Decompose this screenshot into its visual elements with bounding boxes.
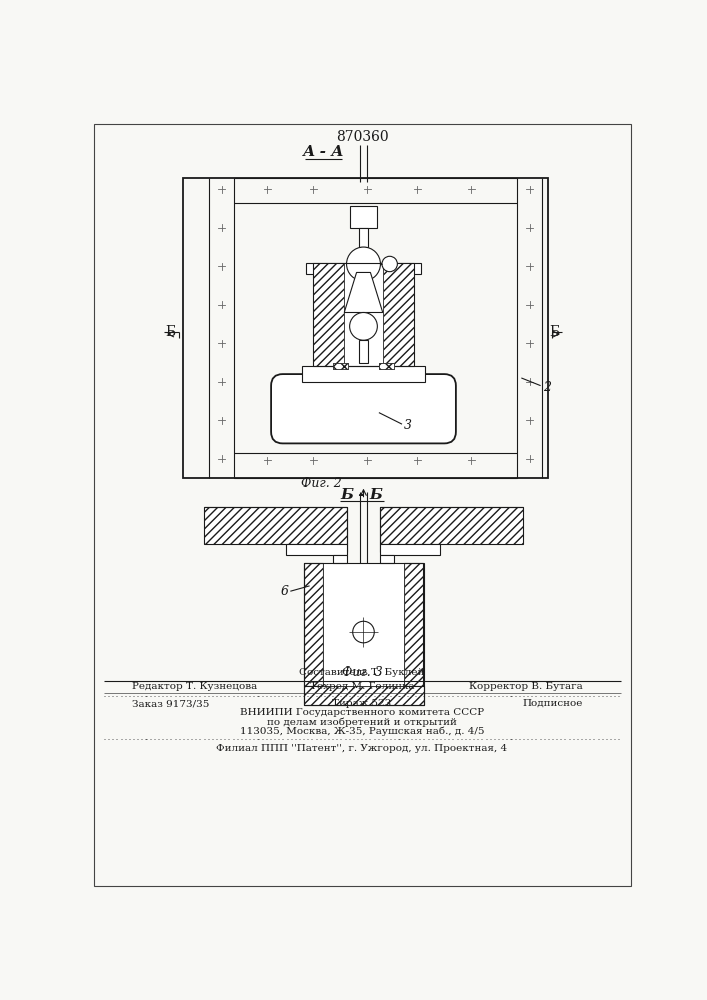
Text: 3: 3 — [404, 419, 411, 432]
Text: 2: 2 — [543, 381, 551, 394]
Text: Филиал ППП ''Патент'', г. Ужгород, ул. Проектная, 4: Филиал ППП ''Патент'', г. Ужгород, ул. П… — [216, 744, 508, 753]
Bar — [359, 340, 368, 363]
Bar — [313, 263, 414, 366]
Text: Техред М. Голинка: Техред М. Голинка — [310, 682, 414, 691]
Text: по делам изобретений и открытий: по делам изобретений и открытий — [267, 717, 457, 727]
Text: Составитель Т. Буклей: Составитель Т. Буклей — [299, 668, 425, 677]
Bar — [379, 363, 395, 369]
Text: 113035, Москва, Ж-35, Раушская наб., д. 4/5: 113035, Москва, Ж-35, Раушская наб., д. … — [240, 727, 484, 736]
Circle shape — [350, 312, 378, 340]
Circle shape — [346, 247, 380, 281]
Text: Фиг. 3: Фиг. 3 — [341, 666, 382, 679]
Text: Б: Б — [165, 325, 175, 339]
Bar — [305, 263, 421, 274]
Text: 6: 6 — [281, 585, 288, 598]
Bar — [359, 228, 368, 247]
Text: ВНИИПИ Государственного комитета СССР: ВНИИПИ Государственного комитета СССР — [240, 708, 484, 717]
Text: Б - Б: Б - Б — [341, 488, 383, 502]
Bar — [286, 544, 347, 555]
Bar — [380, 555, 395, 563]
Text: Подписное: Подписное — [522, 699, 583, 708]
FancyBboxPatch shape — [271, 374, 456, 443]
Bar — [379, 363, 395, 369]
Text: Заказ 9173/35: Заказ 9173/35 — [132, 699, 210, 708]
Bar — [204, 507, 347, 544]
Bar — [182, 178, 549, 478]
Circle shape — [382, 256, 397, 272]
Bar — [302, 366, 425, 382]
Bar — [344, 263, 382, 366]
Bar — [351, 206, 377, 228]
Bar — [304, 563, 423, 705]
Text: 870360: 870360 — [336, 130, 388, 144]
Bar — [304, 686, 423, 705]
Bar — [382, 263, 414, 366]
Bar — [324, 563, 404, 686]
Circle shape — [353, 621, 374, 643]
Bar — [304, 563, 324, 686]
Polygon shape — [344, 272, 382, 312]
Bar — [404, 563, 423, 686]
Bar — [313, 263, 344, 366]
Bar — [333, 363, 348, 369]
Bar — [380, 507, 523, 544]
Bar — [333, 363, 348, 369]
Text: Б: Б — [549, 325, 559, 339]
Text: Фиг. 2: Фиг. 2 — [300, 477, 341, 490]
Text: Корректор В. Бутага: Корректор В. Бутага — [469, 682, 583, 691]
Text: Тираж 523: Тираж 523 — [332, 699, 392, 708]
Text: А - А: А - А — [303, 145, 344, 159]
Bar — [333, 555, 347, 563]
Bar — [380, 544, 440, 555]
Text: Редактор Т. Кузнецова: Редактор Т. Кузнецова — [132, 682, 258, 691]
